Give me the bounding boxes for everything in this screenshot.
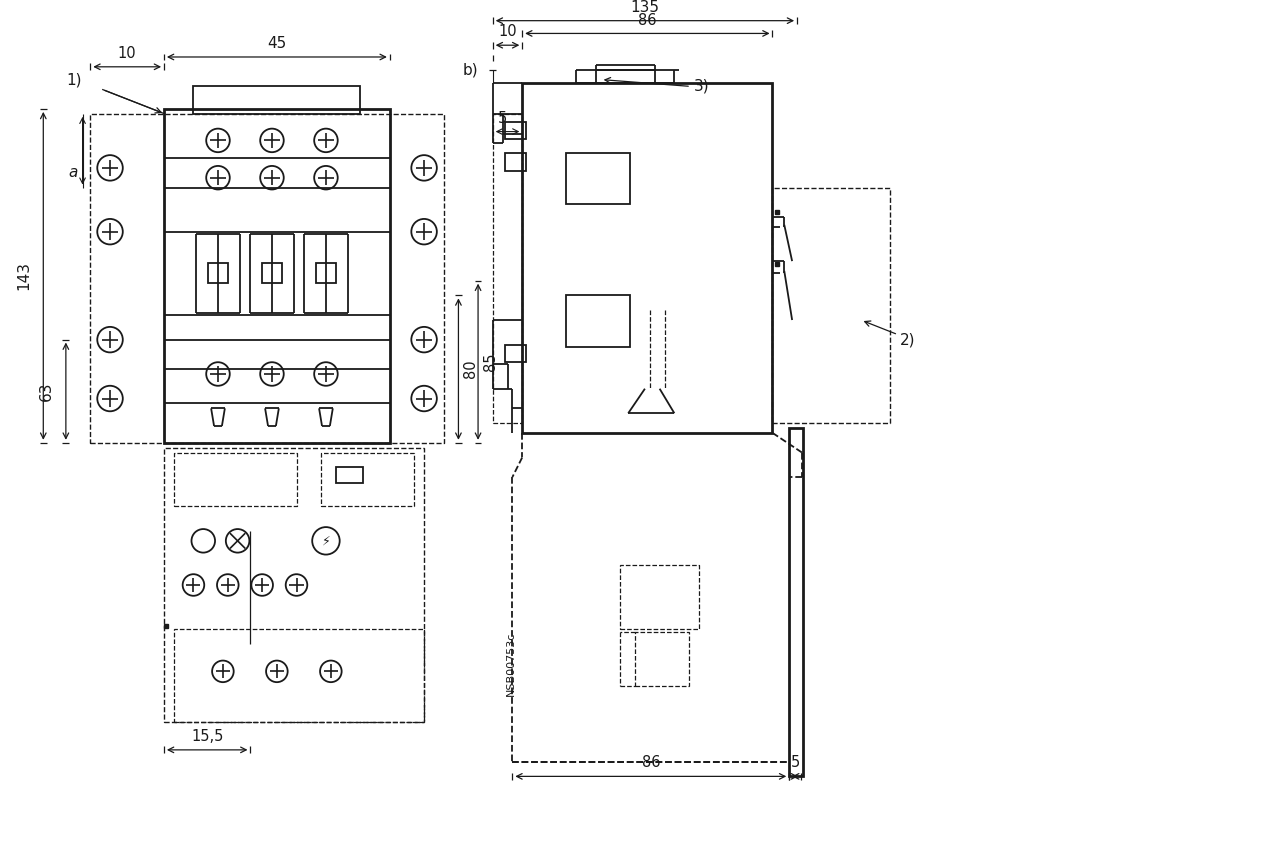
Bar [321, 453, 415, 507]
Bar [635, 633, 689, 686]
Bar [193, 87, 360, 114]
Text: 3): 3) [694, 79, 709, 94]
Text: 1): 1) [65, 73, 82, 87]
Text: b): b) [462, 62, 477, 77]
Text: ⚡: ⚡ [321, 534, 330, 548]
Bar [164, 109, 389, 442]
Text: 10: 10 [118, 46, 137, 61]
Text: 143: 143 [17, 261, 32, 290]
Bar [335, 467, 364, 483]
Text: 135: 135 [631, 0, 659, 14]
Text: 10: 10 [498, 25, 517, 39]
Bar [209, 263, 228, 283]
Bar [504, 153, 526, 171]
Bar [493, 114, 522, 423]
Bar [504, 121, 526, 139]
Text: 2): 2) [900, 332, 915, 347]
Text: 86: 86 [641, 756, 660, 771]
Text: a: a [68, 166, 77, 180]
Bar [316, 263, 335, 283]
Text: 85: 85 [483, 352, 498, 371]
Bar [522, 82, 773, 433]
Bar [164, 447, 424, 722]
Text: 45: 45 [268, 37, 287, 51]
Bar [174, 629, 424, 722]
Bar [566, 153, 630, 205]
Bar [790, 428, 803, 776]
Bar [621, 565, 699, 629]
Text: 5: 5 [498, 111, 507, 127]
Text: 86: 86 [639, 13, 657, 27]
Text: 5: 5 [791, 756, 800, 771]
Bar [174, 453, 297, 507]
Bar [566, 295, 630, 346]
Text: 80: 80 [463, 360, 479, 379]
Bar [262, 263, 282, 283]
Bar [773, 188, 891, 423]
Text: NSB00753c: NSB00753c [506, 632, 516, 695]
Text: 63: 63 [40, 381, 54, 401]
Text: 15,5: 15,5 [191, 729, 224, 744]
Bar [504, 345, 526, 363]
Bar [91, 114, 444, 442]
